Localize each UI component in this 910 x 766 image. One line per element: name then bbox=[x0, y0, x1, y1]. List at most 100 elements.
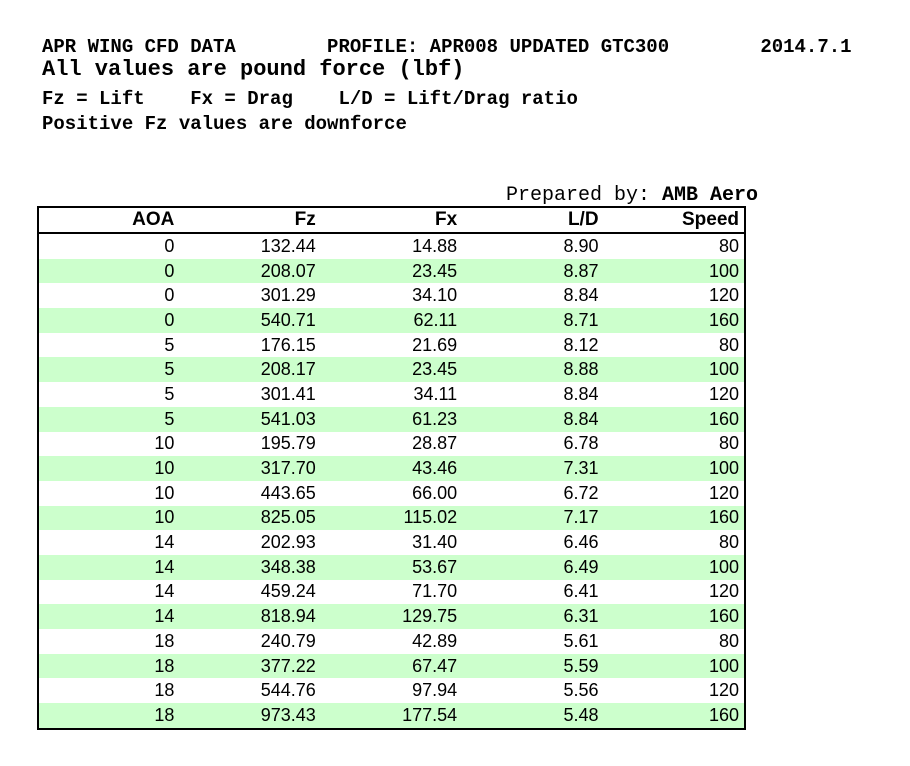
cell-l-d: 6.46 bbox=[563, 532, 599, 553]
cell-l-d: 8.84 bbox=[563, 383, 599, 404]
cell-speed: 80 bbox=[718, 433, 739, 454]
prepared-by-value: AMB Aero bbox=[661, 184, 758, 207]
cell-fx: 14.88 bbox=[412, 235, 458, 256]
cell-speed: 160 bbox=[603, 604, 745, 629]
cell-fx: 34.11 bbox=[413, 383, 458, 404]
table-header-row: AOA Fz Fx L/D Speed bbox=[38, 207, 745, 234]
table-row: 0 301.29 34.10 8.84 120 bbox=[38, 283, 745, 308]
table-row: 18 973.43 177.54 5.48 160 bbox=[38, 703, 745, 729]
cell-l-d: 5.59 bbox=[462, 653, 604, 679]
cell-l-d: 8.88 bbox=[462, 357, 604, 383]
cell-fz: 208.17 bbox=[179, 357, 321, 383]
cell-fx: 23.45 bbox=[320, 357, 463, 383]
cell-l-d: 7.17 bbox=[462, 505, 604, 531]
table-row: 18 377.22 67.47 5.59 100 bbox=[38, 653, 745, 679]
cell-aoa: 14 bbox=[154, 581, 175, 602]
table-row: 18 544.76 97.94 5.56 120 bbox=[38, 678, 745, 703]
cell-l-d: 8.90 bbox=[563, 235, 599, 256]
cell-fz: 348.38 bbox=[179, 554, 321, 580]
cell-fz: 818.94 bbox=[179, 604, 321, 629]
cell-l-d: 6.41 bbox=[563, 581, 599, 602]
cell-fx: 42.89 bbox=[412, 630, 458, 651]
cell-fx: 23.45 bbox=[320, 258, 463, 284]
cell-fz: 202.93 bbox=[260, 532, 316, 553]
cell-aoa: 18 bbox=[154, 630, 175, 651]
cell-aoa: 0 bbox=[164, 285, 175, 306]
cell-fx: 28.87 bbox=[412, 433, 458, 454]
cell-speed: 120 bbox=[708, 383, 739, 404]
cell-fx: 66.00 bbox=[412, 482, 458, 503]
cell-fz: 240.79 bbox=[260, 630, 316, 651]
cell-aoa: 18 bbox=[38, 653, 180, 679]
cell-speed: 120 bbox=[708, 680, 739, 701]
cell-aoa: 10 bbox=[38, 456, 180, 481]
cell-speed: 120 bbox=[708, 285, 739, 306]
cell-fx: 97.94 bbox=[412, 680, 458, 701]
prepared-by-label: Prepared by: bbox=[505, 184, 662, 207]
cell-aoa: 14 bbox=[154, 532, 175, 553]
cell-l-d: 5.56 bbox=[563, 680, 599, 701]
cell-aoa: 0 bbox=[38, 258, 180, 284]
cell-speed: 80 bbox=[718, 334, 739, 355]
column-header-l-d: L/D bbox=[462, 207, 604, 234]
cell-l-d: 8.84 bbox=[563, 285, 599, 306]
table-row: 10 825.05 115.02 7.17 160 bbox=[38, 505, 745, 531]
cell-aoa: 10 bbox=[38, 505, 180, 531]
cell-speed: 160 bbox=[603, 703, 745, 729]
units-note: All values are pound force (lbf) bbox=[42, 57, 465, 82]
cell-l-d: 6.49 bbox=[462, 554, 604, 580]
cell-fz: 195.79 bbox=[260, 433, 316, 454]
table-row: 14 202.93 31.40 6.46 80 bbox=[38, 530, 745, 555]
table-row: 14 348.38 53.67 6.49 100 bbox=[38, 554, 745, 580]
table-row: 5 541.03 61.23 8.84 160 bbox=[38, 406, 745, 432]
cell-fz: 459.24 bbox=[260, 581, 316, 602]
cell-fx: 53.67 bbox=[320, 554, 463, 580]
cell-fx: 34.10 bbox=[412, 285, 458, 306]
cell-speed: 120 bbox=[708, 482, 739, 503]
cell-aoa: 18 bbox=[154, 680, 175, 701]
cell-fx: 43.46 bbox=[320, 456, 463, 481]
cell-aoa: 10 bbox=[154, 433, 175, 454]
column-header-fz: Fz bbox=[179, 207, 321, 234]
cell-l-d: 6.72 bbox=[563, 482, 599, 503]
cell-aoa: 18 bbox=[38, 703, 180, 729]
legend-note: Fz = Lift Fx = Drag L/D = Lift/Drag rati… bbox=[42, 88, 578, 110]
column-header-speed: Speed bbox=[603, 207, 745, 234]
column-header-fx: Fx bbox=[320, 207, 463, 234]
cfd-data-table: AOA Fz Fx L/D Speed 0 132.44 14.88 8.90 80 0 208.0… bbox=[37, 206, 746, 730]
cell-fz: 176.15 bbox=[260, 334, 316, 355]
cell-aoa: 14 bbox=[38, 604, 180, 629]
cell-fz: 544.76 bbox=[260, 680, 316, 701]
cell-fz: 377.22 bbox=[179, 653, 321, 679]
table-body: 0 132.44 14.88 8.90 80 0 208.07 23.45 8.87 100 0 30… bbox=[38, 233, 745, 729]
cell-fz: 317.70 bbox=[179, 456, 321, 481]
cell-speed: 100 bbox=[603, 554, 745, 580]
table-row: 5 301.41 34.11 8.84 120 bbox=[38, 382, 745, 407]
cell-speed: 160 bbox=[603, 308, 745, 333]
cell-fz: 825.05 bbox=[179, 505, 321, 531]
cell-speed: 160 bbox=[603, 505, 745, 531]
table-row: 10 317.70 43.46 7.31 100 bbox=[38, 456, 745, 481]
cell-l-d: 5.61 bbox=[563, 630, 599, 651]
cell-fz: 208.07 bbox=[179, 258, 321, 284]
cell-aoa: 5 bbox=[164, 383, 175, 404]
cell-fx: 129.75 bbox=[320, 604, 463, 629]
cell-speed: 160 bbox=[603, 406, 745, 432]
cell-speed: 120 bbox=[708, 581, 739, 602]
cell-l-d: 7.31 bbox=[462, 456, 604, 481]
table-row: 0 132.44 14.88 8.90 80 bbox=[38, 233, 745, 259]
cell-speed: 80 bbox=[718, 532, 739, 553]
cell-l-d: 8.84 bbox=[462, 406, 604, 432]
table-row: 18 240.79 42.89 5.61 80 bbox=[38, 629, 745, 654]
cell-speed: 100 bbox=[603, 357, 745, 383]
cell-fz: 443.65 bbox=[260, 482, 316, 503]
cell-l-d: 6.31 bbox=[462, 604, 604, 629]
table-row: 5 208.17 23.45 8.88 100 bbox=[38, 357, 745, 383]
cell-aoa: 5 bbox=[38, 406, 180, 432]
cell-speed: 100 bbox=[603, 456, 745, 481]
column-header-aoa: AOA bbox=[38, 207, 180, 234]
cell-speed: 80 bbox=[718, 235, 739, 256]
cell-l-d: 5.48 bbox=[462, 703, 604, 729]
cell-aoa: 5 bbox=[164, 334, 175, 355]
cell-aoa: 14 bbox=[38, 554, 180, 580]
